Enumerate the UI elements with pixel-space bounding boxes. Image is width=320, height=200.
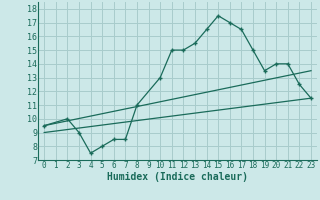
X-axis label: Humidex (Indice chaleur): Humidex (Indice chaleur) <box>107 172 248 182</box>
